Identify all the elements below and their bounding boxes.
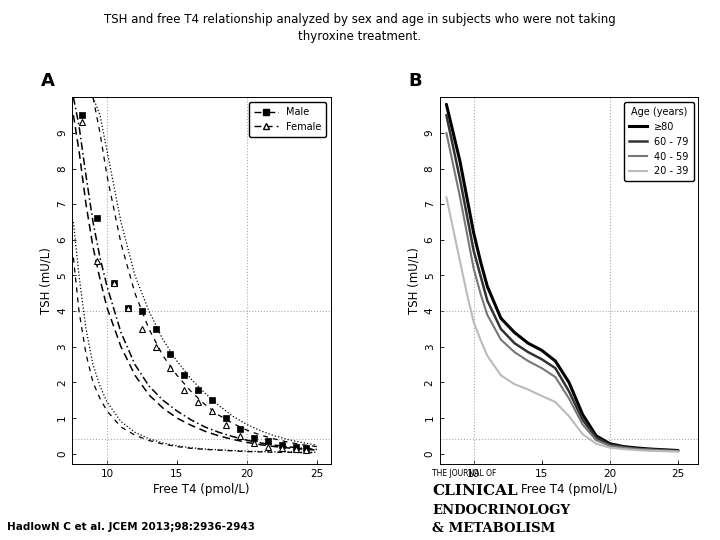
Text: B: B bbox=[408, 72, 422, 90]
Legend: Male, Female: Male, Female bbox=[249, 102, 326, 137]
Text: CLINICAL: CLINICAL bbox=[432, 484, 518, 498]
Y-axis label: TSH (mU/L): TSH (mU/L) bbox=[40, 247, 53, 314]
Text: thyroxine treatment.: thyroxine treatment. bbox=[298, 30, 422, 43]
Text: A: A bbox=[41, 72, 55, 90]
X-axis label: Free T4 (pmol/L): Free T4 (pmol/L) bbox=[153, 483, 250, 496]
Text: HadlowN C et al. JCEM 2013;98:2936-2943: HadlowN C et al. JCEM 2013;98:2936-2943 bbox=[7, 522, 255, 532]
Y-axis label: TSH (mU/L): TSH (mU/L) bbox=[408, 247, 420, 314]
Text: THE JOURNAL OF: THE JOURNAL OF bbox=[432, 469, 496, 478]
Legend: ≥80, 60 - 79, 40 - 59, 20 - 39: ≥80, 60 - 79, 40 - 59, 20 - 39 bbox=[624, 102, 693, 181]
X-axis label: Free T4 (pmol/L): Free T4 (pmol/L) bbox=[521, 483, 617, 496]
Text: ENDOCRINOLOGY: ENDOCRINOLOGY bbox=[432, 504, 570, 517]
Text: & METABOLISM: & METABOLISM bbox=[432, 522, 555, 535]
Text: TSH and free T4 relationship analyzed by sex and age in subjects who were not ta: TSH and free T4 relationship analyzed by… bbox=[104, 14, 616, 26]
